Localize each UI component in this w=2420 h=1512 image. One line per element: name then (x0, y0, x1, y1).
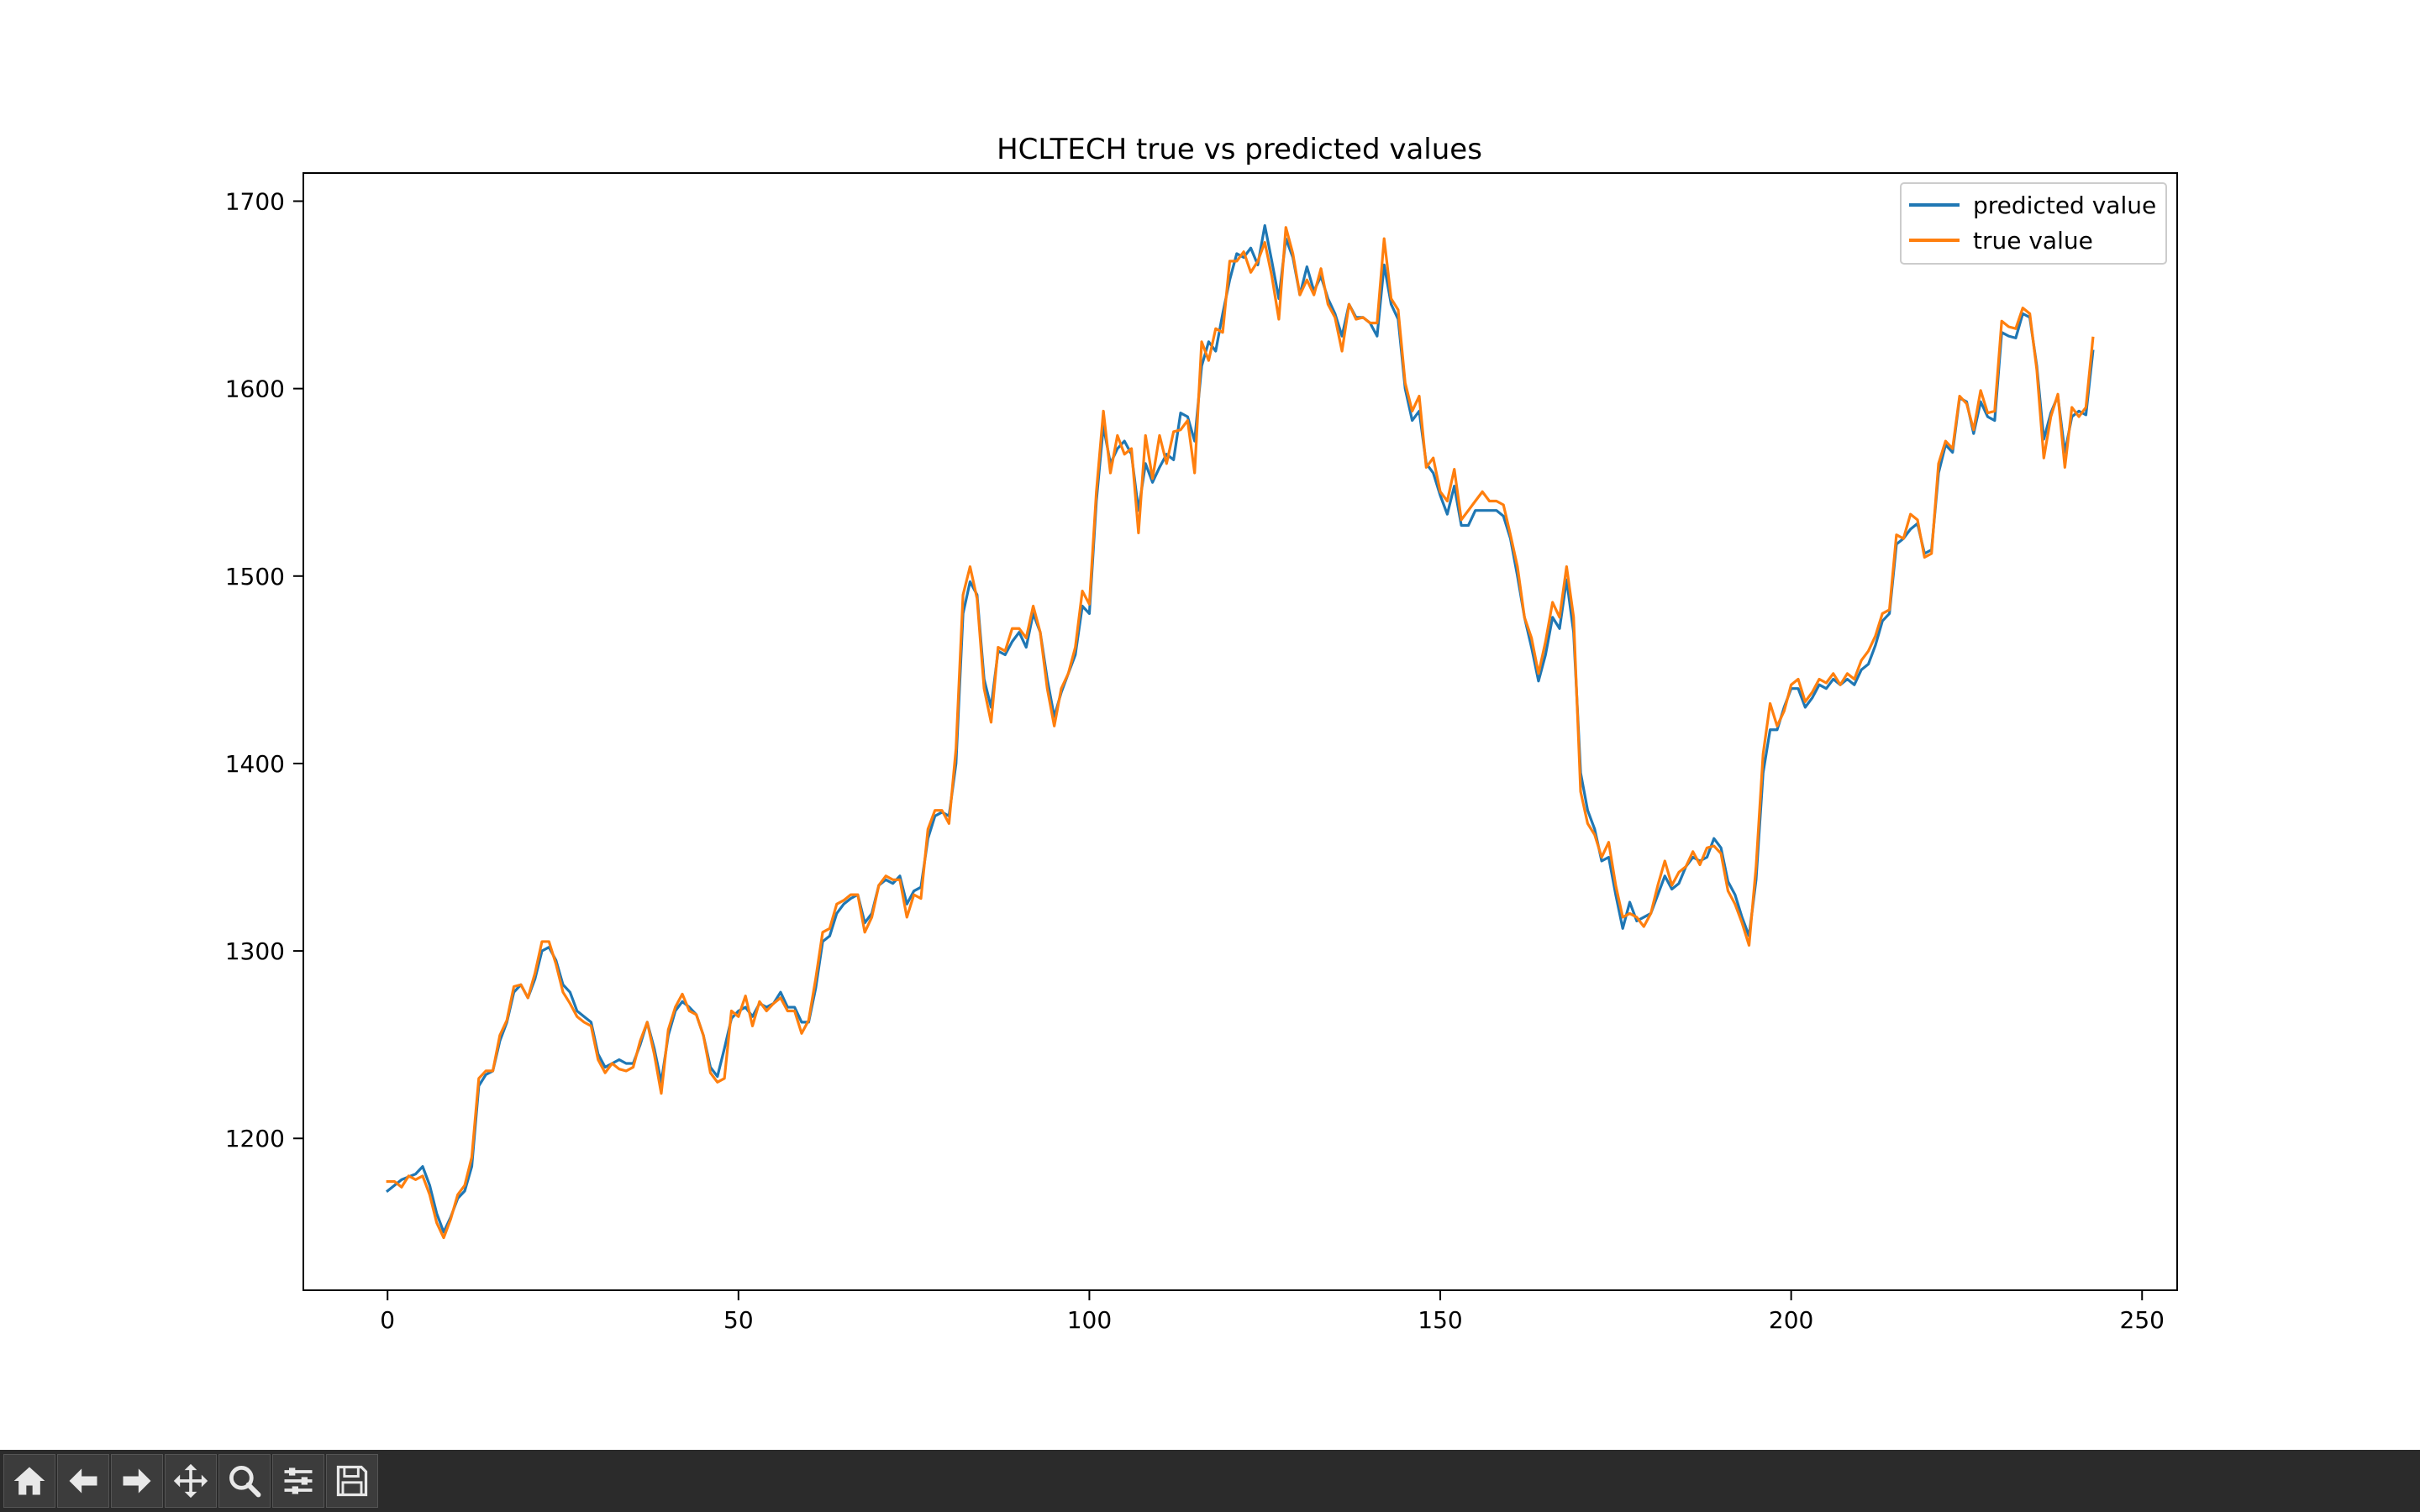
home-button[interactable] (3, 1454, 55, 1508)
forward-button[interactable] (111, 1454, 163, 1508)
legend: predicted value true value (1900, 182, 2167, 265)
series-line-true-value (386, 226, 2095, 1240)
legend-box (1900, 182, 2167, 265)
x-tick-label: 200 (1769, 1306, 1813, 1334)
axes: 0 50 100 150 200 250 1200 1300 1400 1500 1600 1700 (225, 172, 2178, 1334)
back-button[interactable] (57, 1454, 109, 1508)
chart-title: HCLTECH true vs predicted values (997, 133, 1482, 166)
arrow-right-icon (123, 1468, 151, 1494)
chart-svg: HCLTECH true vs predicted values 0 50 100 1… (225, 133, 2178, 1334)
series-line-predicted-value (385, 223, 2095, 1234)
y-tick-label: 1700 (225, 187, 285, 215)
y-tick-label: 1500 (225, 563, 285, 591)
y-tick-label: 1400 (225, 750, 285, 778)
x-tick-label: 250 (2120, 1306, 2165, 1334)
x-tick-label: 50 (723, 1306, 754, 1334)
save-button[interactable] (326, 1454, 378, 1508)
floppy-disk-icon (336, 1465, 368, 1497)
legend-label: true value (1973, 227, 2093, 255)
navigation-toolbar (0, 1450, 2420, 1512)
zoom-button[interactable] (218, 1454, 271, 1508)
arrow-left-icon (69, 1468, 97, 1494)
plot-area[interactable] (385, 223, 2095, 1240)
magnifier-icon (229, 1466, 261, 1498)
pan-button[interactable] (165, 1454, 217, 1508)
figure-canvas: HCLTECH true vs predicted values 0 50 100 1… (224, 133, 2178, 1334)
x-tick-label: 150 (1418, 1306, 1462, 1334)
y-tick-label: 1300 (225, 937, 285, 965)
axes-frame (302, 172, 2178, 1291)
y-tick-label: 1200 (225, 1125, 285, 1152)
configure-subplots-button[interactable] (272, 1454, 324, 1508)
legend-label: predicted value (1973, 192, 2156, 219)
home-icon (13, 1467, 45, 1495)
move-icon (173, 1463, 208, 1499)
x-tick-label: 100 (1067, 1306, 1112, 1334)
x-tick-label: 0 (380, 1306, 395, 1334)
y-tick-label: 1600 (225, 375, 285, 403)
sliders-icon (284, 1467, 313, 1494)
